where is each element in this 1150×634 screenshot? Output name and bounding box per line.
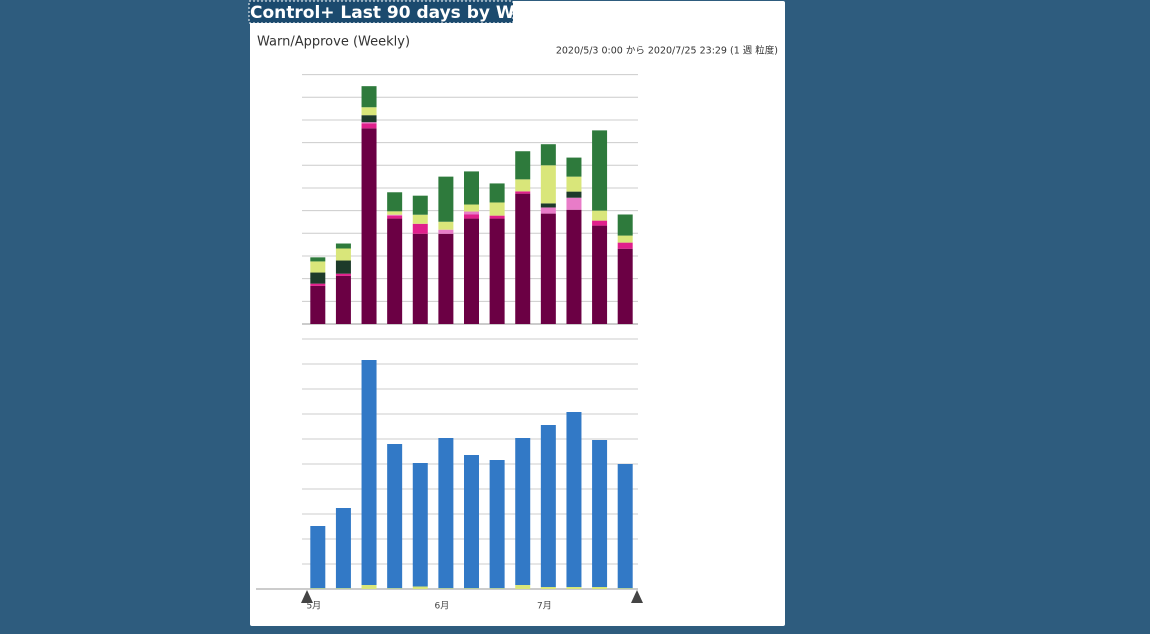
- bar-segment: [438, 221, 454, 230]
- bar-segment: [361, 86, 377, 108]
- panel-title: Control+ Last 90 days by Weeks: [250, 3, 559, 23]
- bar-segment: [387, 218, 403, 324]
- bar-segment: [617, 248, 633, 324]
- bar-segment: [387, 444, 403, 589]
- bar-segment: [438, 229, 454, 234]
- bar-segment: [566, 157, 582, 177]
- bar-segment: [566, 191, 582, 198]
- bar-segment: [489, 588, 505, 589]
- bar-segment: [566, 587, 582, 589]
- bar-segment: [540, 587, 556, 589]
- bar-segment: [515, 193, 531, 324]
- bar-segment: [464, 588, 479, 589]
- range-text: 2020/5/3 0:00 から 2020/7/25 23:29 (1 週 粒度…: [556, 45, 778, 57]
- bar-segment: [438, 438, 454, 589]
- bar-segment: [335, 243, 351, 249]
- bar-segment: [540, 203, 556, 208]
- bar-segment: [617, 214, 633, 236]
- bar-segment: [335, 508, 351, 589]
- bar-segment: [438, 588, 454, 589]
- bar-segment: [540, 165, 556, 204]
- bar-segment: [387, 215, 403, 219]
- bar-segment: [617, 235, 633, 243]
- bar-segment: [540, 213, 556, 324]
- bar-segment: [310, 588, 326, 589]
- bar-segment: [566, 209, 582, 324]
- bar-segment: [310, 285, 326, 324]
- bar-segment: [592, 210, 608, 221]
- panel-header: [248, 0, 514, 24]
- bar-segment: [387, 211, 403, 215]
- bar-segment: [412, 223, 428, 234]
- bar-segment: [335, 275, 351, 324]
- bar-segment: [540, 207, 556, 214]
- bar-segment: [566, 176, 582, 192]
- bar-segment: [489, 215, 505, 219]
- bar-segment: [540, 144, 556, 166]
- bar-segment: [464, 214, 479, 219]
- bar-segment: [566, 412, 582, 587]
- bar-segment: [464, 211, 479, 215]
- bar-segment: [335, 588, 351, 589]
- bar-segment: [464, 171, 479, 205]
- x-tick-label: 6月: [435, 601, 450, 612]
- bar-segment: [617, 242, 633, 249]
- bar-segment: [592, 225, 608, 324]
- bar-segment: [310, 261, 326, 273]
- chart-subtitle: Warn/Approve (Weekly): [257, 35, 410, 50]
- range-handle[interactable]: [631, 590, 643, 603]
- bar-segment: [617, 464, 633, 589]
- bar-segment: [335, 248, 351, 261]
- bar-segment: [566, 197, 582, 210]
- bar-segment: [361, 585, 377, 589]
- bar-segment: [515, 585, 531, 589]
- bar-segment: [412, 195, 428, 215]
- bar-segment: [464, 204, 479, 212]
- bar-segment: [515, 438, 531, 585]
- bar-segment: [540, 425, 556, 587]
- bar-segment: [489, 183, 505, 203]
- bar-segment: [489, 218, 505, 324]
- bar-segment: [489, 202, 505, 216]
- bar-segment: [617, 588, 633, 589]
- bar-segment: [387, 214, 403, 216]
- bar-segment: [310, 283, 326, 286]
- bar-segment: [515, 191, 531, 194]
- bar-segment: [412, 586, 428, 589]
- bar-segment: [412, 214, 428, 224]
- bar-segment: [592, 587, 608, 589]
- bar-segment: [335, 273, 351, 276]
- bar-segment: [515, 151, 531, 180]
- bar-segment: [387, 192, 403, 212]
- bar-segment: [592, 130, 608, 211]
- bar-segment: [464, 218, 479, 324]
- bar-segment: [335, 260, 351, 274]
- bar-segment: [387, 588, 403, 589]
- bar-segment: [592, 220, 608, 226]
- bar-segment: [310, 272, 326, 284]
- bar-segment: [361, 128, 377, 324]
- x-tick-label: 7月: [537, 601, 552, 612]
- bar-segment: [361, 107, 377, 116]
- bar-segment: [592, 440, 608, 587]
- bar-segment: [361, 122, 377, 124]
- x-tick-label: 5月: [306, 601, 321, 612]
- bar-segment: [464, 455, 479, 589]
- bar-segment: [412, 463, 428, 587]
- bar-segment: [310, 257, 326, 262]
- bar-segment: [489, 460, 505, 589]
- range-handle[interactable]: [301, 590, 313, 603]
- bar-segment: [438, 233, 454, 324]
- bar-segment: [361, 123, 377, 129]
- bar-segment: [361, 115, 377, 123]
- bar-segment: [361, 360, 377, 585]
- bar-segment: [412, 233, 428, 324]
- bar-segment: [438, 176, 454, 222]
- bar-segment: [515, 179, 531, 192]
- bar-segment: [310, 526, 326, 589]
